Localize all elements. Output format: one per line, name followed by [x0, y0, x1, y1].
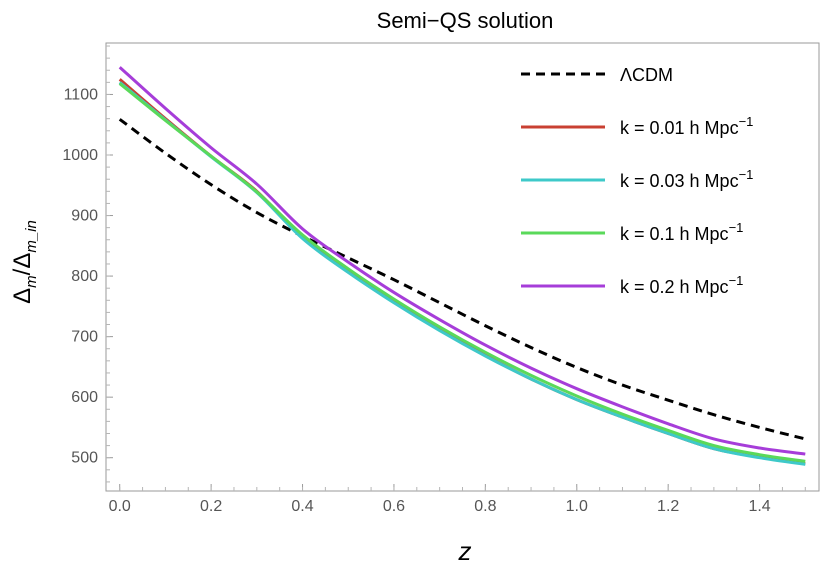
- y-tick-label: 900: [71, 208, 98, 225]
- legend-label-3: k = 0.1 h Mpc−1: [620, 220, 743, 244]
- y-tick-label: 1100: [64, 86, 99, 103]
- x-tick-label: 0.8: [474, 498, 496, 515]
- legend-label-1: k = 0.01 h Mpc−1: [620, 114, 753, 138]
- x-tick-label: 1.2: [657, 498, 679, 515]
- legend-label-4: k = 0.2 h Mpc−1: [620, 273, 743, 297]
- legend-label-text: k = 0.03 h Mpc: [620, 171, 739, 191]
- legend-label-exponent: −1: [739, 167, 754, 182]
- y-tick-label: 500: [71, 450, 98, 467]
- x-axis: 0.0 0.2 0.4 0.6 0.8 1.0 1.2 1.4: [109, 484, 806, 515]
- x-tick-label: 1.0: [566, 498, 588, 515]
- y-tick-label: 600: [71, 389, 98, 406]
- y-tick-label: 800: [71, 268, 98, 285]
- y-axis-label: Δm/Δm_in: [9, 220, 40, 304]
- legend-label-2: k = 0.03 h Mpc−1: [620, 167, 753, 191]
- plot-frame: [105, 42, 820, 492]
- legend-label-0: ΛCDM: [620, 65, 673, 85]
- x-tick-label: 0.0: [109, 498, 131, 515]
- series-lines: [118, 66, 806, 466]
- x-tick-label: 0.6: [383, 498, 405, 515]
- series-line-2: [118, 81, 806, 466]
- series-line-3: [118, 82, 806, 463]
- chart-title: Semi−QS solution: [377, 8, 554, 33]
- y-tick-label: 700: [71, 329, 98, 346]
- legend-label-text: k = 0.01 h Mpc: [620, 118, 739, 138]
- legend-label-exponent: −1: [729, 220, 744, 235]
- x-tick-label: 1.4: [748, 498, 770, 515]
- series-line-0: [118, 118, 806, 441]
- x-axis-label: z: [458, 536, 472, 566]
- x-tick-label: 0.2: [200, 498, 222, 515]
- legend-label-text: k = 0.1 h Mpc: [620, 224, 729, 244]
- legend-label-exponent: −1: [729, 273, 744, 288]
- x-tick-label: 0.4: [291, 498, 313, 515]
- legend-label-exponent: −1: [739, 114, 754, 129]
- series-line-4: [118, 66, 806, 456]
- y-tick-label: 1000: [62, 147, 98, 164]
- legend-label-text: k = 0.2 h Mpc: [620, 277, 729, 297]
- y-axis: 500 600 700 800 900 1000 1100: [62, 45, 113, 483]
